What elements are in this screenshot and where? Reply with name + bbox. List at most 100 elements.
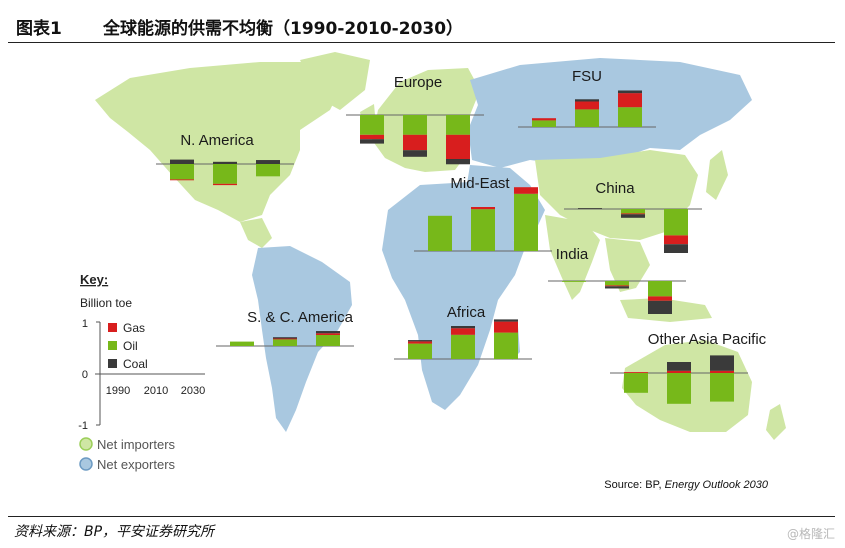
- bar-fsu-2030-coal: [618, 90, 642, 94]
- key-y-tick-1: 1: [82, 318, 88, 330]
- bar-africa-2030-coal: [494, 319, 518, 322]
- bar-fsu-2030-oil: [618, 107, 642, 127]
- land-south-america: [252, 246, 352, 432]
- source-publication: Energy Outlook 2030: [665, 479, 769, 491]
- key-year-2030: 2030: [181, 385, 205, 397]
- region-label: India: [556, 246, 589, 263]
- key-gas-label: Gas: [123, 321, 145, 335]
- bar-india-2030-gas: [648, 296, 672, 301]
- region-label: Africa: [447, 304, 486, 321]
- figure-header: 图表1 全球能源的供需不均衡（1990-2010-2030）: [8, 8, 835, 43]
- region-other-asia-pacific: Other Asia Pacific: [610, 331, 767, 404]
- region-label: Other Asia Pacific: [648, 331, 767, 348]
- bar-africa-2010-coal: [451, 326, 475, 329]
- net-exporters-label: Net exporters: [97, 457, 176, 472]
- region-africa: Africa: [394, 304, 532, 360]
- bar-mid-east-1990-oil: [428, 215, 452, 251]
- bar-china-2030-oil: [664, 209, 688, 236]
- key-gas-swatch: [108, 323, 117, 332]
- key-legend: Key: Billion toe 1 0 -1 1990 2010 2030 G…: [78, 272, 205, 472]
- bar-europe-1990-coal: [360, 139, 384, 144]
- region-label: Europe: [394, 74, 442, 91]
- bar-mid-east-2030-oil: [514, 193, 538, 251]
- key-title: Key:: [80, 272, 108, 287]
- bar-other-asia-pacific-1990-gas: [624, 372, 648, 373]
- key-year-1990: 1990: [106, 385, 130, 397]
- region-label: FSU: [572, 68, 602, 85]
- bar-other-asia-pacific-2030-gas: [710, 370, 734, 373]
- bar-india-2030-oil: [648, 281, 672, 297]
- bar-mid-east-2030-gas: [514, 187, 538, 194]
- bar-s-c-america-2030-coal: [316, 331, 340, 334]
- region-bars: N. America Europe FSU Mid-East China India S. …: [156, 68, 767, 404]
- region-india: India: [548, 246, 686, 314]
- world-map: [95, 52, 786, 440]
- bar-fsu-2030-gas: [618, 93, 642, 108]
- bar-n-america-2010-gas: [213, 183, 237, 186]
- bar-africa-2030-gas: [494, 321, 518, 333]
- source-prefix: Source: BP,: [604, 479, 664, 491]
- bar-china-2010-gas: [621, 213, 645, 215]
- key-y-tick-0: 0: [82, 369, 88, 381]
- bar-n-america-1990-gas: [170, 179, 194, 181]
- bar-china-2010-oil: [621, 209, 645, 214]
- region-s-c-america: S. & C. America: [216, 309, 354, 347]
- watermark: @格隆汇: [786, 527, 835, 541]
- region-label: N. America: [180, 132, 254, 149]
- bar-n-america-2030-oil: [256, 164, 280, 177]
- land-southeast-asia: [605, 238, 650, 292]
- bar-europe-2010-gas: [403, 134, 427, 151]
- bar-other-asia-pacific-2010-oil: [667, 373, 691, 404]
- bar-africa-1990-gas: [408, 341, 432, 344]
- bar-n-america-2010-oil: [213, 164, 237, 184]
- figure-title: 全球能源的供需不均衡（1990-2010-2030）: [103, 19, 464, 39]
- region-fsu: FSU: [518, 68, 656, 128]
- key-year-2010: 2010: [144, 385, 168, 397]
- bar-fsu-1990-oil: [532, 120, 556, 127]
- bar-africa-1990-oil: [408, 343, 432, 359]
- bar-china-2030-coal: [664, 244, 688, 253]
- bar-africa-2010-oil: [451, 334, 475, 359]
- bar-africa-2030-oil: [494, 332, 518, 359]
- world-energy-chart: N. America Europe FSU Mid-East China India S. …: [78, 52, 786, 491]
- bar-s-c-america-2010-oil: [273, 339, 297, 346]
- bar-other-asia-pacific-1990-oil: [624, 373, 648, 393]
- region-europe: Europe: [346, 74, 484, 165]
- land-greenland: [300, 52, 370, 110]
- bar-europe-2030-coal: [446, 159, 470, 165]
- bar-s-c-america-1990-oil: [230, 341, 254, 346]
- land-central-america: [240, 218, 272, 248]
- key-y-tick-neg1: -1: [78, 420, 88, 432]
- bar-europe-1990-gas: [360, 134, 384, 140]
- net-exporters-swatch: [79, 457, 93, 471]
- bar-africa-1990-coal: [408, 340, 432, 342]
- net-importers-swatch: [79, 437, 93, 451]
- source-note: Source: BP, Energy Outlook 2030: [604, 479, 769, 491]
- bar-n-america-2030-coal: [256, 160, 280, 164]
- region-label: China: [595, 180, 635, 197]
- land-india: [545, 215, 600, 300]
- bar-fsu-2010-coal: [575, 99, 599, 102]
- bar-fsu-2010-oil: [575, 109, 599, 127]
- bar-india-2010-coal: [605, 286, 629, 289]
- region-label: S. & C. America: [247, 309, 354, 326]
- land-fsu: [468, 58, 752, 168]
- bar-s-c-america-2030-gas: [316, 333, 340, 335]
- land-china: [535, 150, 698, 240]
- bar-india-2030-coal: [648, 300, 672, 314]
- bar-africa-2010-gas: [451, 328, 475, 335]
- bar-india-1990-oil: [562, 281, 586, 282]
- bar-europe-2010-oil: [403, 115, 427, 135]
- region-mid-east: Mid-East: [414, 175, 552, 252]
- bar-s-c-america-2030-oil: [316, 335, 340, 346]
- bar-china-2010-coal: [621, 214, 645, 218]
- region-label: Mid-East: [450, 175, 510, 192]
- bar-china-2030-gas: [664, 235, 688, 245]
- key-coal-label: Coal: [123, 357, 148, 371]
- footer-rule: [8, 516, 835, 517]
- bar-s-c-america-2010-gas: [273, 338, 297, 340]
- net-importers-label: Net importers: [97, 437, 176, 452]
- bar-europe-1990-oil: [360, 115, 384, 135]
- bar-other-asia-pacific-2030-coal: [710, 355, 734, 371]
- bar-other-asia-pacific-2010-coal: [667, 362, 691, 371]
